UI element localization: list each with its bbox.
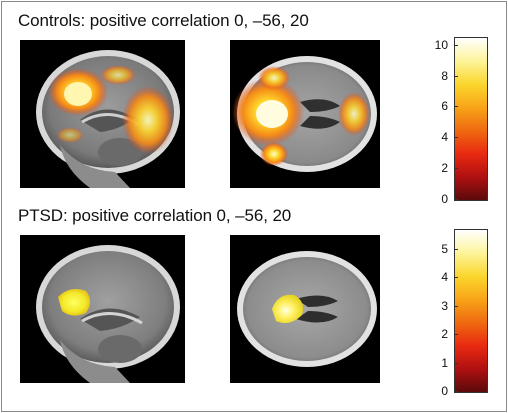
controls-sagittal-brain-image xyxy=(20,40,185,188)
ptsd-title: PTSD: positive correlation 0, –56, 20 xyxy=(18,206,292,225)
colorbar-tick-mark xyxy=(454,44,458,46)
colorbar-tick-label: 4 xyxy=(441,270,448,285)
colorbar-tick-mark xyxy=(454,305,458,307)
controls-title: Controls: positive correlation 0, –56, 2… xyxy=(18,11,309,30)
colorbar-tick-mark xyxy=(454,137,458,139)
controls-colorbar-gradient xyxy=(455,38,487,200)
colorbar-tick-label: 3 xyxy=(441,298,448,313)
colorbar-tick-mark xyxy=(454,277,458,279)
colorbar-tick-label: 2 xyxy=(441,161,448,176)
colorbar-tick-label: 5 xyxy=(441,241,448,256)
colorbar-tick-label: 0 xyxy=(441,384,448,398)
colorbar-tick-mark xyxy=(454,391,458,392)
colorbar-tick-label: 8 xyxy=(441,68,448,83)
colorbar-tick-mark xyxy=(454,75,458,77)
controls-colorbar xyxy=(454,37,488,201)
colorbar-tick-label: 2 xyxy=(441,327,448,342)
ptsd-axial-brain-image xyxy=(230,235,380,383)
ptsd-colorbar xyxy=(454,229,488,393)
ptsd-colorbar-gradient xyxy=(455,230,487,392)
controls-axial-brain-image xyxy=(230,40,380,188)
colorbar-tick-mark xyxy=(454,199,458,200)
colorbar-tick-label: 4 xyxy=(441,130,448,145)
colorbar-tick-mark xyxy=(454,106,458,108)
colorbar-tick-label: 1 xyxy=(441,355,448,370)
colorbar-tick-mark xyxy=(454,334,458,336)
colorbar-tick-label: 10 xyxy=(434,37,448,52)
colorbar-tick-mark xyxy=(454,168,458,170)
colorbar-tick-mark xyxy=(454,362,458,364)
colorbar-tick-label: 6 xyxy=(441,99,448,114)
colorbar-tick-mark xyxy=(454,248,458,250)
ptsd-sagittal-brain-image xyxy=(20,235,185,383)
colorbar-tick-label: 0 xyxy=(441,192,448,206)
